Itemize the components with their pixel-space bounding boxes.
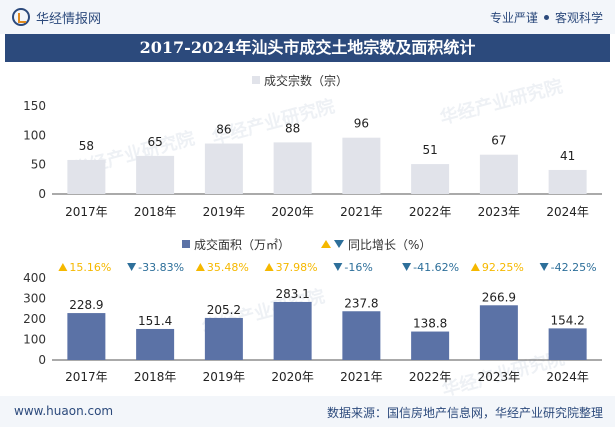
y-tick-label: 300 [23,292,46,306]
data-source: 数据来源：国信房地产信息网，华经产业研究院整理 [326,406,603,420]
bar-count [479,154,518,194]
x-tick-label: 2018年 [134,370,177,384]
growth-up-icon [264,263,274,271]
x-tick-label: 2020年 [271,370,314,384]
legend-up-triangle-icon [321,240,331,248]
chart-title: 2017-2024年汕头市成交土地宗数及面积统计 [5,34,610,62]
top-bar: 华经情报网 专业严谨 客观科学 [0,0,615,34]
x-tick-label: 2024年 [546,370,589,384]
legend-swatch-count [252,76,260,84]
x-tick-label: 2022年 [409,370,452,384]
growth-down-icon [402,263,412,271]
x-tick-label: 2024年 [546,205,589,219]
bar-count [342,137,381,194]
bullet-icon [543,15,549,20]
data-label-area: 205.2 [207,303,241,317]
growth-label: -41.62% [413,261,459,274]
growth-down-icon [333,263,343,271]
x-tick-label: 2018年 [134,205,177,219]
bar-count [411,164,450,194]
logo-icon [12,8,30,26]
y-tick-label: 50 [31,158,46,172]
slogan-left: 专业严谨 [489,11,538,25]
growth-label: -42.25% [551,261,597,274]
x-tick-label: 2023年 [478,205,521,219]
data-label-area: 154.2 [550,313,584,327]
data-label-count: 41 [560,149,575,163]
growth-up-icon [58,263,68,271]
bar-area [136,328,175,360]
brand[interactable]: 华经情报网 [12,8,102,27]
legend-label-growth: 同比增长（%） [348,238,431,252]
growth-label: 37.98% [276,261,318,274]
x-tick-label: 2021年 [340,370,383,384]
data-label-area: 237.8 [344,296,378,310]
growth-down-icon [539,263,549,271]
slogan: 专业严谨 客观科学 [490,9,603,26]
bar-count [548,169,587,194]
site-url[interactable]: www.huaon.com [14,404,114,418]
y-tick-label: 200 [23,312,46,326]
y-tick-label: 100 [23,333,46,347]
growth-label: 35.48% [207,261,249,274]
legend-label-area: 成交面积（万㎡） [194,237,290,252]
legend-down-triangle-icon [334,240,344,248]
bar-area [67,313,106,360]
x-tick-label: 2019年 [203,205,246,219]
slogan-right: 客观科学 [554,11,603,25]
data-label-area: 138.8 [413,317,447,331]
growth-label: -16% [344,261,372,274]
data-label-count: 86 [216,123,231,137]
data-label-count: 65 [147,135,162,149]
growth-label: 15.16% [69,261,111,274]
y-tick-label: 150 [23,99,46,113]
charts-canvas: 成交宗数（宗） 0 50 100 150 58 2017年 65 2018年 86 2019年 88 2… [23,73,602,384]
x-tick-label: 2017年 [65,205,108,219]
y-tick-label: 100 [23,128,46,142]
legend-swatch-area [182,240,190,248]
data-label-area: 283.1 [275,287,309,301]
x-tick-label: 2019年 [203,370,246,384]
data-label-area: 151.4 [138,314,172,328]
data-label-count: 58 [79,139,94,153]
bar-area [411,331,450,360]
legend-label-count: 成交宗数（宗） [264,73,348,88]
data-label-area: 228.9 [69,298,103,312]
growth-label: 92.25% [482,261,524,274]
data-label-count: 96 [354,117,369,131]
bar-area [479,305,518,360]
x-tick-label: 2017年 [65,370,108,384]
bar-count [273,142,312,194]
growth-down-icon [127,263,137,271]
bar-area [204,317,243,360]
bar-count [136,155,175,194]
data-label-count: 67 [491,134,506,148]
growth-up-icon [470,263,480,271]
x-tick-label: 2021年 [340,205,383,219]
growth-up-icon [195,263,205,271]
y-tick-label: 400 [23,271,46,285]
growth-label: -33.83% [138,261,184,274]
x-tick-label: 2022年 [409,205,452,219]
bar-area [342,311,381,360]
bar-count [204,143,243,194]
x-tick-label: 2020年 [271,205,314,219]
x-tick-label: 2023年 [478,370,521,384]
y-tick-label: 0 [38,187,46,201]
data-label-count: 51 [422,143,437,157]
y-tick-label: 0 [38,353,46,367]
data-label-area: 266.9 [482,290,516,304]
bar-area [273,301,312,360]
footer: www.huaon.com 数据来源：国信房地产信息网，华经产业研究院整理 [0,396,615,427]
data-label-count: 88 [285,121,300,135]
bar-count [67,159,106,194]
bar-area [548,328,587,360]
brand-name: 华经情报网 [36,11,102,27]
